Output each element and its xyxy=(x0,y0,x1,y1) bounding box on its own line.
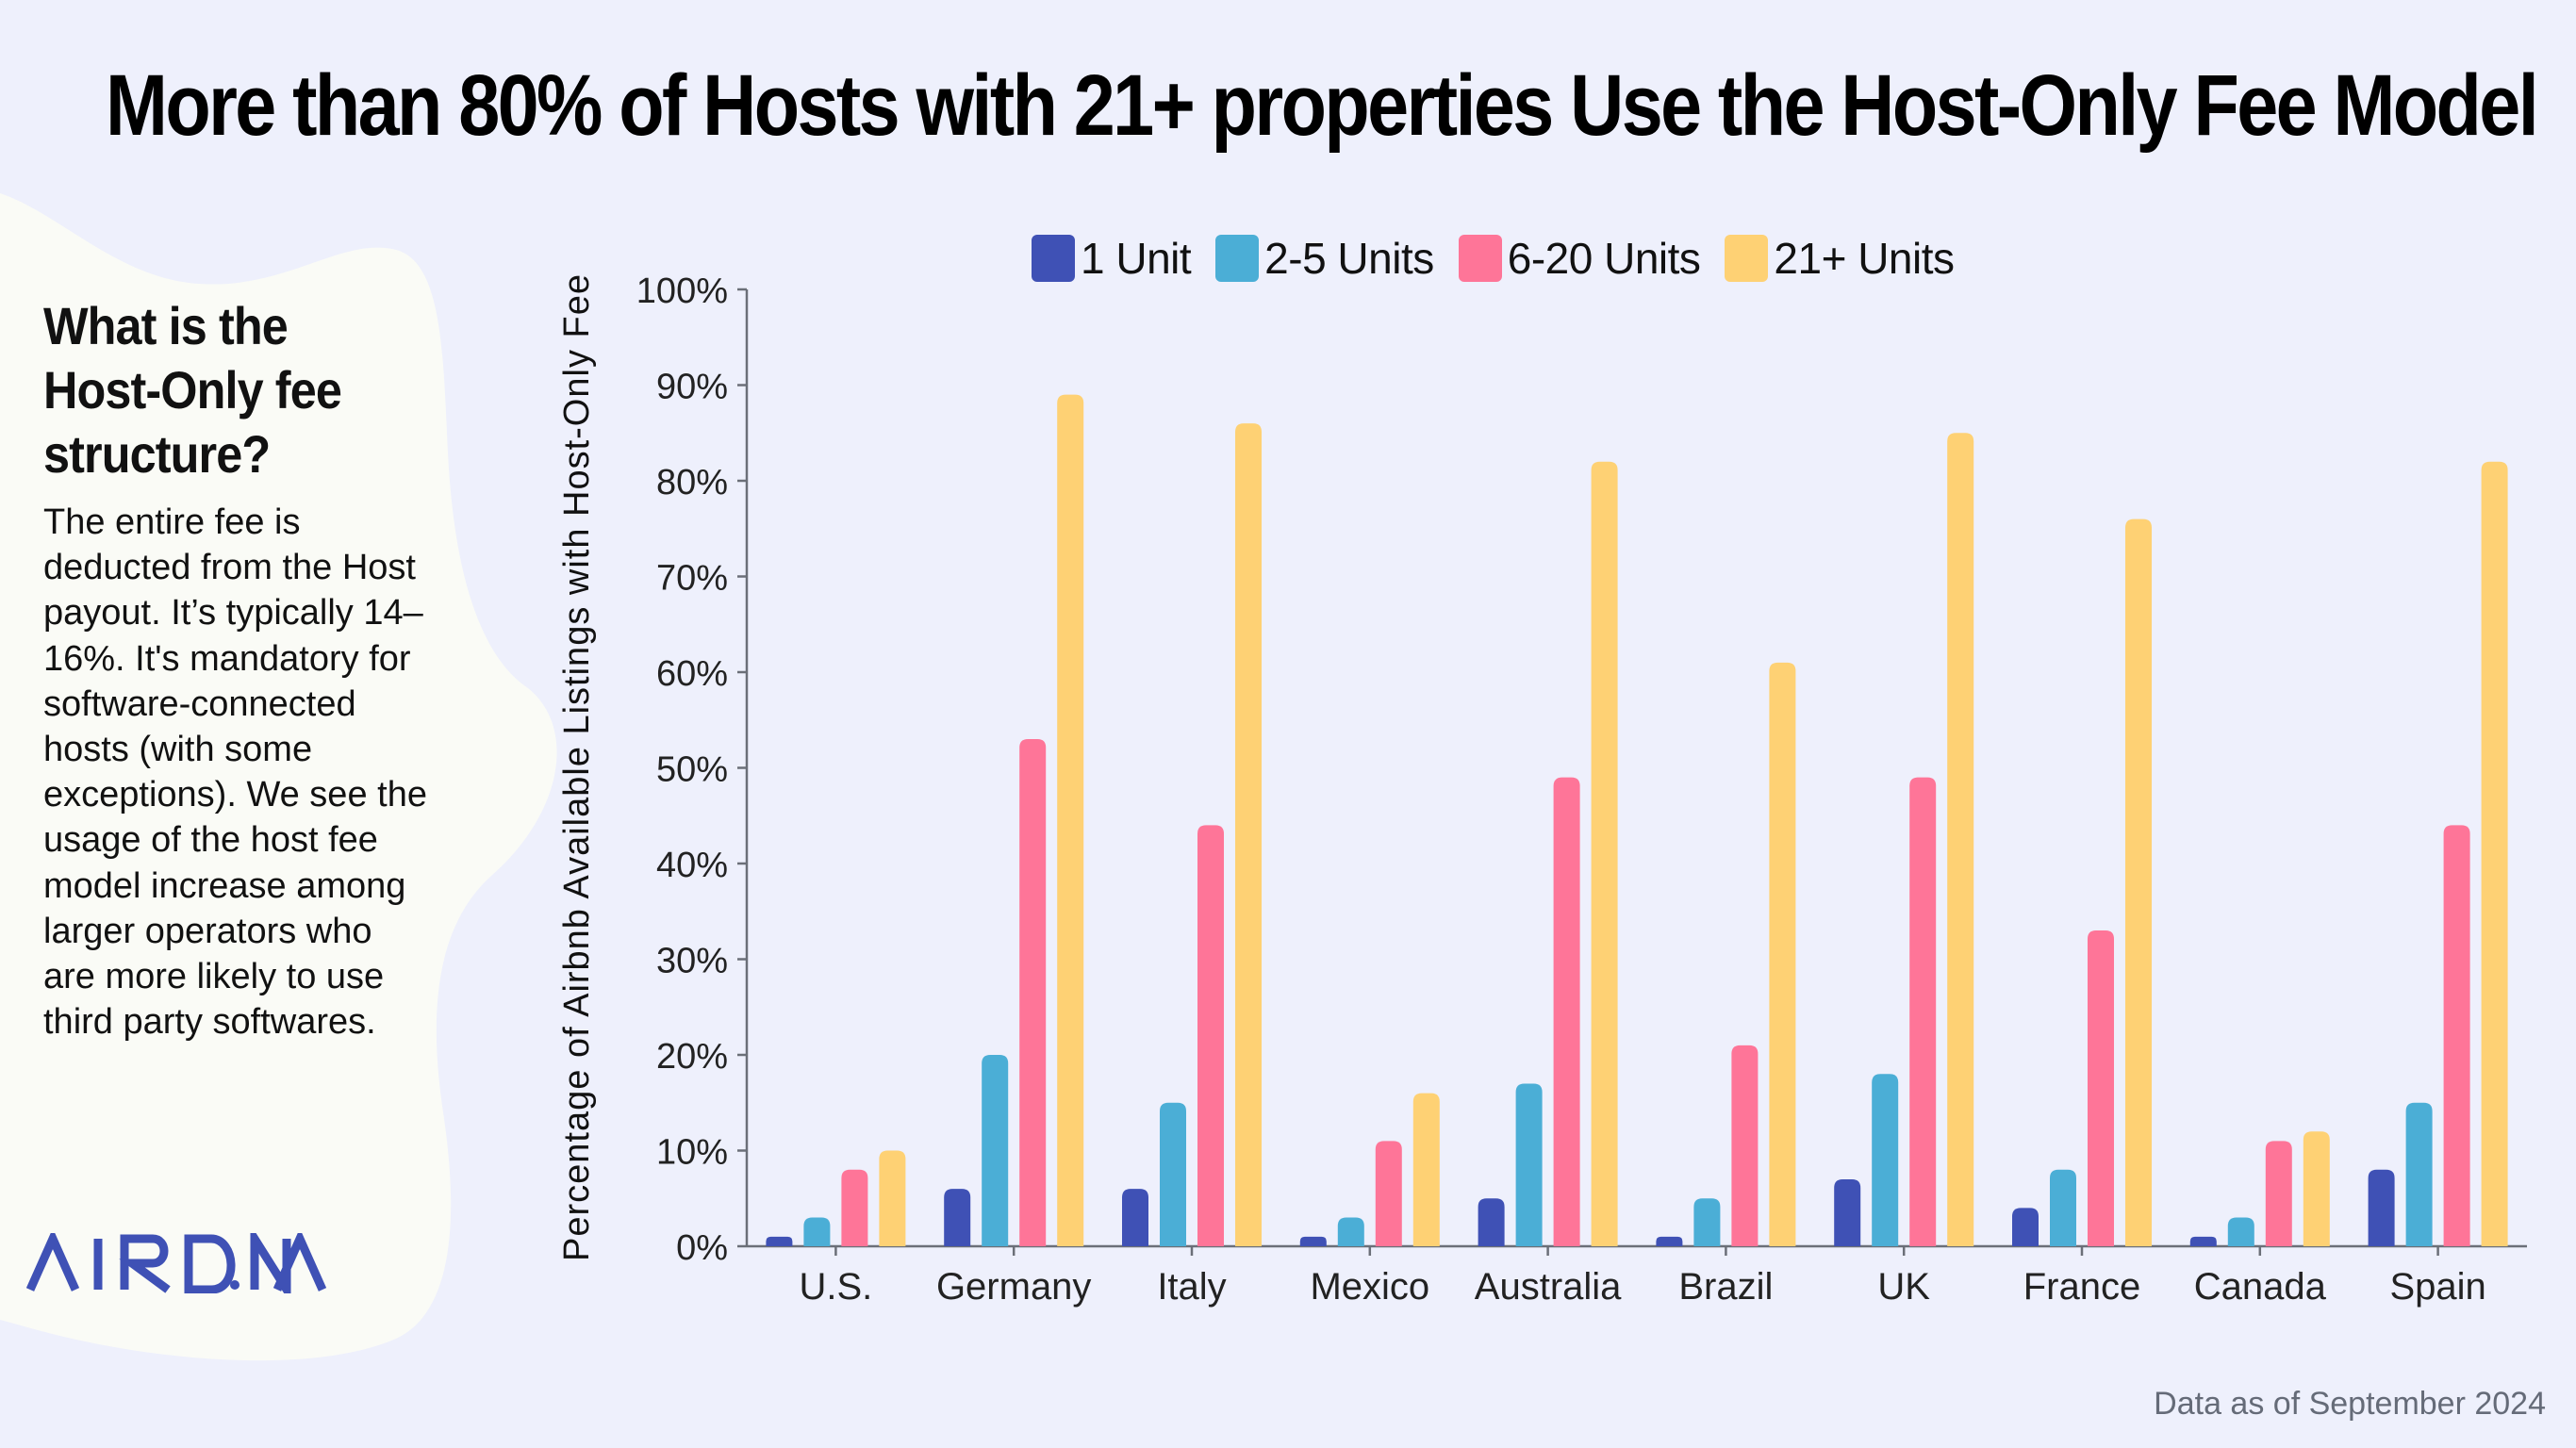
bar-1-unit xyxy=(1478,1198,1505,1246)
bar-21-units xyxy=(2481,461,2508,1246)
y-tick-label: 70% xyxy=(656,559,728,599)
bar-6-20-units xyxy=(841,1169,868,1246)
x-tick-label: Italy xyxy=(1157,1266,1226,1308)
bar-6-20-units xyxy=(2265,1141,2292,1246)
bar-group-australia xyxy=(1478,461,1618,1246)
bar-2-5-units xyxy=(1337,1217,1364,1246)
x-tick-label: Spain xyxy=(2389,1266,2485,1308)
bar-group-canada xyxy=(2189,1131,2330,1246)
bar-6-20-units xyxy=(1553,777,1580,1246)
y-tick-label: 30% xyxy=(656,942,728,981)
x-tick-label: France xyxy=(2023,1266,2141,1308)
y-axis: 0% 10% 20% 30% 40% 50% 60% 70% 80% 90% 100% xyxy=(636,272,749,1268)
legend-swatch xyxy=(1725,235,1769,282)
bar-21-units xyxy=(1412,1093,1440,1246)
bar-2-5-units xyxy=(1872,1074,1899,1246)
y-tick-label: 50% xyxy=(656,750,728,790)
bar-group-spain xyxy=(2368,461,2508,1246)
bar-21-units xyxy=(2125,518,2152,1246)
bar-group-mexico xyxy=(1299,1093,1440,1246)
bar-1-unit xyxy=(1834,1178,1861,1246)
bar-group-italy xyxy=(1122,423,1262,1247)
x-tick-label: Australia xyxy=(1475,1266,1622,1308)
bar-21-units xyxy=(2303,1131,2330,1246)
bar-2-5-units xyxy=(1160,1102,1186,1246)
bar-6-20-units xyxy=(2443,825,2470,1246)
y-tick-label: 90% xyxy=(656,368,728,407)
sidebar-body: The entire fee is deducted from the Host… xyxy=(43,502,427,1043)
y-tick-label: 0% xyxy=(676,1228,728,1268)
bars xyxy=(766,394,2508,1247)
chart-legend: 1 Unit 2-5 Units 6-20 Units 21+ Units xyxy=(1032,232,1979,285)
bar-1-unit xyxy=(2012,1208,2039,1246)
y-axis-label: Percentage of Airbnb Available Listings … xyxy=(557,273,597,1261)
y-tick-label: 40% xyxy=(656,846,728,885)
x-tick-label: Mexico xyxy=(1310,1266,1429,1308)
page-title: More than 80% of Hosts with 21+ properti… xyxy=(106,58,2539,154)
bar-21-units xyxy=(1235,423,1262,1247)
legend-item-6-20-units: 6-20 Units xyxy=(1458,233,1701,284)
y-tick-label: 60% xyxy=(656,654,728,694)
legend-label: 21+ Units xyxy=(1774,234,1955,283)
bar-21-units xyxy=(1591,461,1618,1246)
bar-group-france xyxy=(2012,518,2152,1246)
bar-2-5-units xyxy=(803,1217,831,1246)
x-tick-label: Canada xyxy=(2194,1266,2327,1308)
bar-6-20-units xyxy=(1197,825,1224,1246)
bar-1-unit xyxy=(1122,1189,1148,1246)
bar-group-uk xyxy=(1834,433,1974,1246)
bar-1-unit xyxy=(1299,1236,1327,1246)
airdna-logo: AIRDNA xyxy=(26,1233,327,1293)
x-tick-label: U.S. xyxy=(800,1266,873,1308)
bar-1-unit xyxy=(2368,1169,2395,1246)
bar-6-20-units xyxy=(1375,1141,1402,1246)
bar-2-5-units xyxy=(2050,1169,2076,1246)
sidebar-explainer: What is the Host-Only fee structure? The… xyxy=(43,294,430,1045)
bar-21-units xyxy=(1947,433,1974,1246)
legend-item-1-unit: 1 Unit xyxy=(1032,233,1192,284)
bar-2-5-units xyxy=(1693,1198,1721,1246)
bar-group-germany xyxy=(944,394,1084,1246)
data-date-footnote: Data as of September 2024 xyxy=(2154,1386,2546,1422)
bar-group-brazil xyxy=(1656,662,1796,1246)
bar-21-units xyxy=(1057,394,1084,1246)
legend-label: 6-20 Units xyxy=(1507,234,1701,283)
bar-1-unit xyxy=(2189,1236,2217,1246)
bar-2-5-units xyxy=(1515,1083,1543,1246)
x-tick-label: UK xyxy=(1877,1266,1930,1308)
y-tick-label: 20% xyxy=(656,1037,728,1077)
legend-item-21-plus-units: 21+ Units xyxy=(1725,233,1955,284)
legend-swatch xyxy=(1458,235,1502,282)
sidebar-heading: What is the Host-Only fee structure? xyxy=(43,296,342,484)
y-tick-label: 10% xyxy=(656,1133,728,1173)
bar-group-us xyxy=(766,1150,906,1246)
bar-1-unit xyxy=(944,1189,971,1246)
y-tick-label: 80% xyxy=(656,463,728,502)
x-tick-label: Germany xyxy=(936,1266,1092,1308)
bar-1-unit xyxy=(1656,1236,1683,1246)
x-axis: U.S. Germany Italy Mexico Australia Brazil UK F… xyxy=(747,1244,2527,1308)
legend-swatch xyxy=(1032,235,1075,282)
bar-2-5-units xyxy=(2405,1102,2433,1246)
legend-item-2-5-units: 2-5 Units xyxy=(1215,233,1434,284)
x-tick-label: Brazil xyxy=(1678,1266,1773,1308)
bar-6-20-units xyxy=(2088,930,2114,1246)
bar-2-5-units xyxy=(982,1055,1009,1246)
bar-6-20-units xyxy=(1019,739,1047,1246)
bar-6-20-units xyxy=(1909,777,1937,1246)
bar-2-5-units xyxy=(2227,1217,2254,1246)
legend-swatch xyxy=(1215,235,1260,282)
bar-21-units xyxy=(879,1150,906,1246)
y-tick-label: 100% xyxy=(636,272,728,311)
legend-label: 1 Unit xyxy=(1081,234,1192,283)
bar-21-units xyxy=(1769,662,1796,1246)
legend-label: 2-5 Units xyxy=(1264,234,1434,283)
bar-1-unit xyxy=(766,1236,793,1246)
bar-6-20-units xyxy=(1731,1045,1759,1246)
